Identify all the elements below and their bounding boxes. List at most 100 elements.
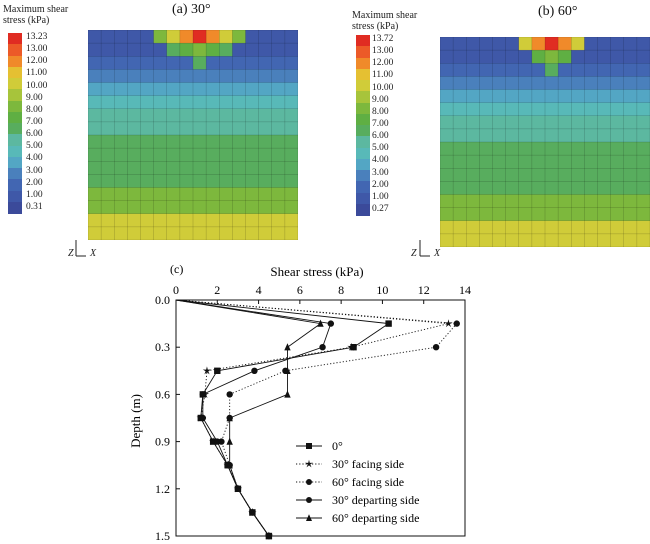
contour-cell [114, 161, 128, 175]
contour-cell [479, 168, 493, 182]
contour-cell [153, 226, 168, 240]
contour-cell [610, 194, 625, 209]
contour-cell [584, 220, 598, 235]
axis-x-b: X [434, 248, 441, 259]
contour-cell [545, 220, 559, 235]
contour-cell [271, 226, 286, 240]
contour-cell [114, 187, 128, 202]
contour-cell [505, 37, 520, 51]
colorbar-segment [8, 156, 22, 169]
data-point-circle [199, 391, 207, 398]
contour-cell [271, 30, 286, 44]
contour-cell [466, 50, 480, 64]
contour-cell [271, 187, 286, 202]
contour-cell [101, 108, 115, 123]
contour-cell [258, 226, 273, 240]
contour-cell [140, 187, 155, 202]
data-point-square [385, 320, 392, 327]
contour-cell [558, 128, 572, 143]
contour-cell [193, 82, 207, 97]
contour-cell [531, 50, 546, 64]
contour-cell [440, 142, 454, 156]
contour-cell [245, 43, 260, 57]
contour-cell [636, 50, 650, 64]
contour-cell [453, 63, 467, 77]
contour-cell [114, 226, 128, 240]
contour-cell [610, 142, 625, 156]
contour-cell [127, 95, 141, 110]
contour-cell [245, 187, 260, 202]
axis-z-a: Z [68, 248, 74, 259]
contour-cell [584, 37, 598, 51]
contour-cell [245, 69, 260, 83]
contour-cell [127, 187, 141, 202]
contour-cell [193, 187, 207, 202]
contour-cell [545, 142, 559, 156]
colorbar-segment [8, 111, 22, 124]
contour-cell [505, 207, 520, 222]
contour-cell [232, 43, 246, 57]
contour-cell [101, 213, 115, 228]
contour-cell [584, 168, 598, 182]
colorbar-tick-label: 5.00 [372, 143, 389, 154]
contour-cell [636, 128, 650, 143]
contour-cell [258, 161, 273, 175]
contour-cell [479, 128, 493, 143]
contour-cell [518, 168, 533, 182]
contour-cell [492, 181, 507, 195]
contour-cell [453, 50, 467, 64]
panel-a-label: (a) 30° [172, 2, 211, 17]
contour-cell [232, 95, 246, 110]
contour-cell [219, 200, 233, 215]
contour-cell [193, 56, 207, 70]
colorbar-tick-label: 2.00 [372, 179, 389, 190]
data-point-circle [214, 438, 221, 445]
contour-cell [206, 200, 220, 215]
contour-cell [258, 43, 273, 57]
contour-cell [623, 233, 638, 247]
contour-cell [518, 194, 533, 209]
legend-label: 60° facing side [332, 475, 404, 489]
contour-cell [140, 213, 155, 228]
contour-cell [623, 168, 638, 182]
colorbar-segment [356, 158, 370, 171]
contour-cell [584, 128, 598, 143]
contour-cell [271, 161, 286, 175]
contour-cell [284, 30, 298, 44]
contour-cell [610, 102, 625, 117]
contour-cell [153, 95, 168, 110]
y-tick-label: 0.6 [155, 387, 170, 401]
legend-title-b: Maximum shear stress (kPa) [352, 10, 417, 32]
contour-cell [545, 181, 559, 195]
contour-cell [258, 135, 273, 149]
legend-title-a-line1: Maximum shear [3, 4, 69, 15]
contour-cell [545, 76, 559, 90]
contour-cell [127, 121, 141, 136]
contour-cell [466, 168, 480, 182]
contour-cell [558, 89, 572, 104]
contour-cell [219, 121, 233, 136]
contour-cell [153, 148, 168, 162]
colorbar-segment [8, 44, 22, 56]
contour-cell [88, 226, 102, 240]
contour-cell [466, 102, 480, 117]
contour-cell [597, 102, 612, 117]
contour-cell [206, 56, 220, 70]
contour-cell [610, 181, 625, 195]
contour-cell [193, 69, 207, 83]
contour-cell [179, 30, 194, 44]
data-point-circle [306, 497, 312, 503]
contour-cell [610, 89, 625, 104]
contour-cell [623, 194, 638, 209]
data-point-star [347, 342, 356, 351]
contour-cell [140, 174, 155, 188]
colorbar-segment [356, 147, 370, 160]
chart-x-axis-title: Shear stress (kPa) [270, 264, 363, 279]
contour-cell [114, 174, 128, 188]
contour-cell [558, 115, 572, 130]
contour-cell [193, 135, 207, 149]
y-tick-label: 1.5 [155, 529, 170, 543]
contour-cell [584, 181, 598, 195]
contour-cell [505, 168, 520, 182]
contour-cell [610, 155, 625, 169]
